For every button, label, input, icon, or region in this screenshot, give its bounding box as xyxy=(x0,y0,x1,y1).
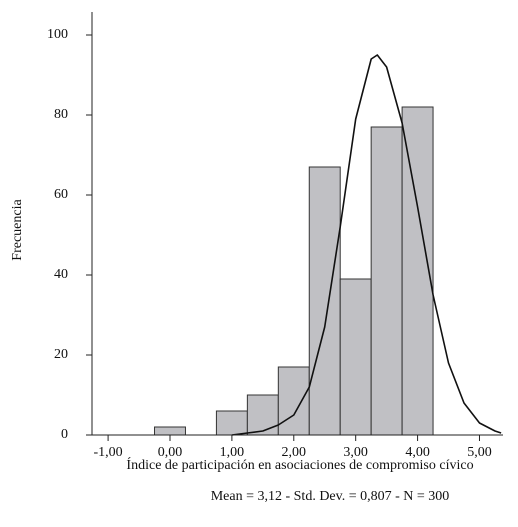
normal-curve xyxy=(231,54,502,436)
bar xyxy=(277,366,310,436)
y-axis-label: Frecuencia xyxy=(10,199,25,261)
y-tick-label: 0 xyxy=(61,427,68,442)
x-axis-label: Índice de participación en asociaciones … xyxy=(126,456,473,473)
y-tick-label: 40 xyxy=(54,267,68,282)
bar xyxy=(339,278,372,436)
bar xyxy=(215,410,248,436)
bar xyxy=(154,426,186,436)
x-tick-label: 0,00 xyxy=(158,445,183,460)
x-tick-label: 2,00 xyxy=(282,445,307,460)
y-tick-label: 80 xyxy=(54,107,68,122)
bar xyxy=(246,394,279,436)
bar xyxy=(401,106,434,436)
x-tick-label: 3,00 xyxy=(343,445,368,460)
bar xyxy=(308,166,341,436)
x-tick-label: -1,00 xyxy=(94,445,123,460)
x-tick-label: 1,00 xyxy=(220,445,245,460)
y-tick-label: 20 xyxy=(54,347,68,362)
y-tick-label: 100 xyxy=(47,27,68,42)
y-tick-label: 60 xyxy=(54,187,68,202)
footnote: Mean = 3,12 - Std. Dev. = 0,807 - N = 30… xyxy=(211,489,450,504)
x-tick-label: 5,00 xyxy=(467,445,492,460)
bar xyxy=(370,126,403,436)
x-tick-label: 4,00 xyxy=(405,445,430,460)
